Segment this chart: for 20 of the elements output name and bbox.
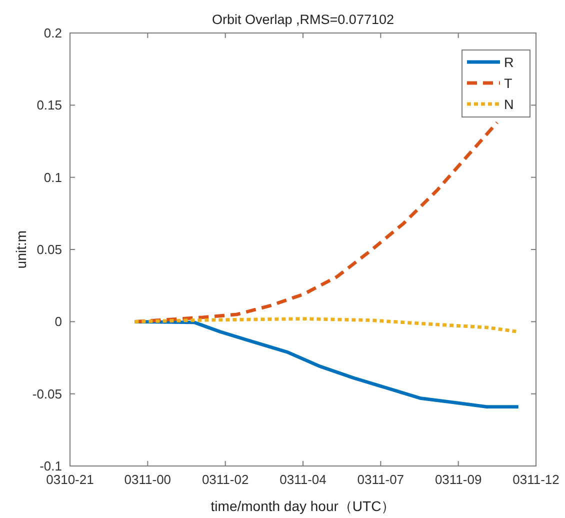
x-tick-label: 0310-21 xyxy=(46,472,94,487)
y-axis-title: unit:m xyxy=(13,230,29,269)
y-tick-label: -0.05 xyxy=(32,386,62,402)
y-tick-label: 0.05 xyxy=(36,242,62,257)
x-tick-label: 0311-07 xyxy=(357,472,404,487)
x-tick-label: 0311-12 xyxy=(512,472,560,487)
legend-label: T xyxy=(504,76,512,91)
chart-title: Orbit Overlap ,RMS=0.077102 xyxy=(212,12,394,27)
y-tick-label: 0.1 xyxy=(44,170,62,185)
y-tick-label: 0.15 xyxy=(36,98,62,113)
y-tick-label: -0.1 xyxy=(40,458,62,474)
legend-label: R xyxy=(504,55,514,70)
y-tick-label: 0.2 xyxy=(44,26,62,40)
x-tick-label: 0311-00 xyxy=(124,472,172,487)
x-tick-label: 0311-02 xyxy=(202,472,249,487)
x-tick-label: 0311-09 xyxy=(434,472,482,487)
x-tick-label: 0311-04 xyxy=(280,472,326,487)
y-tick-label: 0 xyxy=(54,314,62,330)
legend-label: N xyxy=(504,97,514,112)
x-axis-title: time/month day hour（UTC） xyxy=(210,498,396,514)
